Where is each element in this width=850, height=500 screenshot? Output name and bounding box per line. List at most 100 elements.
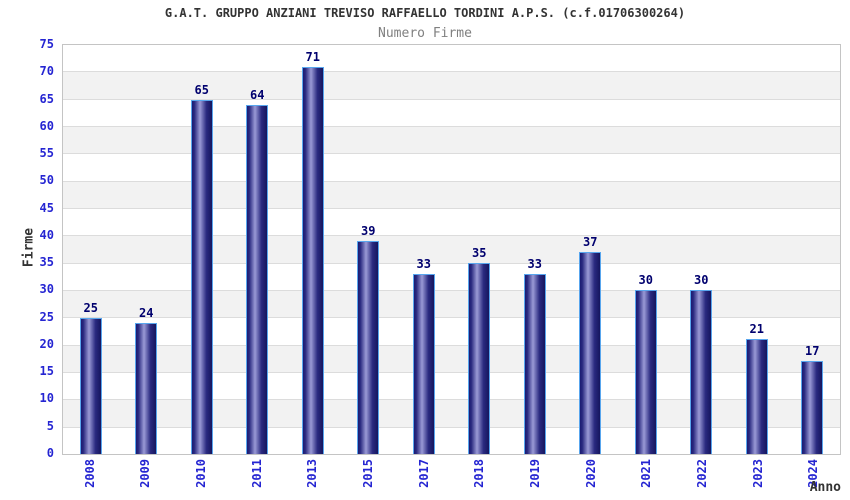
- bar-2020: [579, 252, 602, 454]
- grid-band: [63, 317, 840, 344]
- bar-column-2019: 33: [507, 45, 563, 454]
- y-tick-label: 50: [39, 173, 54, 188]
- bar-column-2010: 65: [174, 45, 230, 454]
- bar-2022: [690, 290, 713, 454]
- bar-value-label: 33: [527, 257, 542, 271]
- y-axis-title: Firme: [21, 227, 37, 268]
- x-tick-cell: 2010: [173, 459, 229, 497]
- y-tick-label: 10: [39, 391, 54, 406]
- bar-value-label: 17: [805, 344, 820, 358]
- x-tick-cell: 2022: [674, 459, 730, 497]
- bar-value-label: 35: [472, 246, 487, 260]
- bar-value-label: 24: [139, 306, 154, 320]
- bar-2024: [801, 361, 824, 454]
- y-tick-label: 70: [39, 64, 54, 79]
- x-tick-label: 2023: [750, 459, 765, 488]
- x-tick-cell: 2009: [118, 459, 174, 497]
- x-tick-label: 2008: [82, 459, 97, 488]
- bar-2019: [523, 274, 546, 454]
- y-tick-label: 40: [39, 227, 54, 242]
- plot-area: 25 24 65 64 71 39 33 35 33 37 30 30 21 17: [62, 44, 841, 455]
- x-tick-cell: 2019: [507, 459, 563, 497]
- grid-band: [63, 71, 840, 99]
- bar-2021: [634, 290, 657, 454]
- bar-2023: [745, 339, 768, 454]
- y-tick-label: 35: [39, 255, 54, 270]
- bar-column-2011: 64: [230, 45, 286, 454]
- bar-column-2020: 37: [563, 45, 619, 454]
- x-tick-label: 2022: [694, 459, 709, 488]
- bars-layer: 25 24 65 64 71 39 33 35 33 37 30 30 21 17: [63, 45, 840, 454]
- y-tick-label: 55: [39, 146, 54, 161]
- x-tick-cell: 2011: [229, 459, 285, 497]
- y-tick-label: 15: [39, 364, 54, 379]
- bar-value-label: 39: [361, 224, 376, 238]
- x-tick-label: 2009: [138, 459, 153, 488]
- bar-value-label: 65: [194, 83, 209, 97]
- bar-2013: [301, 67, 324, 454]
- bar-value-label: 33: [416, 257, 431, 271]
- chart-subtitle: Numero Firme: [378, 26, 472, 41]
- bar-2010: [190, 100, 213, 454]
- x-tick-label: 2018: [472, 459, 487, 488]
- x-tick-cell: 2018: [451, 459, 507, 497]
- y-tick-label: 5: [46, 418, 54, 433]
- bar-2017: [412, 274, 435, 454]
- bar-2018: [468, 263, 491, 454]
- bar-value-label: 30: [694, 273, 709, 287]
- grid-band: [63, 207, 840, 235]
- x-tick-cell: 2013: [285, 459, 341, 497]
- bar-value-label: 30: [638, 273, 653, 287]
- bar-column-2023: 21: [729, 45, 785, 454]
- x-tick-cell: 2020: [563, 459, 619, 497]
- grid-band: [63, 153, 840, 180]
- bar-value-label: 25: [83, 301, 98, 315]
- x-tick-label: 2019: [527, 459, 542, 488]
- grid-band: [63, 371, 840, 399]
- y-tick-label: 65: [39, 91, 54, 106]
- x-tick-label: 2015: [361, 459, 376, 488]
- x-axis-tick-labels: 2008 2009 2010 2011 2013 2015 2017 2018 2019 2020…: [62, 459, 841, 497]
- bar-column-2009: 24: [119, 45, 175, 454]
- x-tick-cell: 2015: [340, 459, 396, 497]
- y-tick-label: 75: [39, 37, 54, 51]
- y-tick-label: 45: [39, 200, 54, 215]
- x-tick-label: 2011: [249, 459, 264, 488]
- bar-column-2017: 33: [396, 45, 452, 454]
- bar-2011: [246, 105, 269, 454]
- bar-2008: [79, 318, 102, 454]
- x-tick-label: 2020: [583, 459, 598, 488]
- grid-band: [63, 426, 840, 454]
- x-tick-label: 2010: [194, 459, 209, 488]
- bar-value-label: 21: [749, 322, 764, 336]
- bar-column-2015: 39: [341, 45, 397, 454]
- bar-2015: [357, 241, 380, 454]
- bar-column-2008: 25: [63, 45, 119, 454]
- grid-band: [63, 262, 840, 290]
- y-tick-label: 60: [39, 118, 54, 133]
- bar-column-2018: 35: [452, 45, 508, 454]
- y-tick-label: 25: [39, 309, 54, 324]
- bar-value-label: 37: [583, 235, 598, 249]
- x-tick-label: 2017: [416, 459, 431, 488]
- x-tick-cell: 2021: [618, 459, 674, 497]
- x-tick-cell: 2008: [62, 459, 118, 497]
- grid-band: [63, 98, 840, 126]
- x-tick-label: 2021: [639, 459, 654, 488]
- bar-column-2024: 17: [785, 45, 841, 454]
- y-tick-label: 30: [39, 282, 54, 297]
- bar-column-2013: 71: [285, 45, 341, 454]
- bar-value-label: 71: [305, 50, 320, 64]
- y-tick-label: 20: [39, 336, 54, 351]
- bar-2009: [135, 323, 158, 454]
- y-tick-label: 0: [46, 446, 54, 460]
- x-axis-title: Anno: [809, 480, 841, 495]
- x-tick-label: 2013: [305, 459, 320, 488]
- bar-column-2021: 30: [618, 45, 674, 454]
- chart-title: G.A.T. GRUPPO ANZIANI TREVISO RAFFAELLO …: [164, 6, 686, 20]
- bar-column-2022: 30: [674, 45, 730, 454]
- bar-value-label: 64: [250, 88, 265, 102]
- x-tick-cell: 2023: [730, 459, 786, 497]
- x-tick-cell: 2017: [396, 459, 452, 497]
